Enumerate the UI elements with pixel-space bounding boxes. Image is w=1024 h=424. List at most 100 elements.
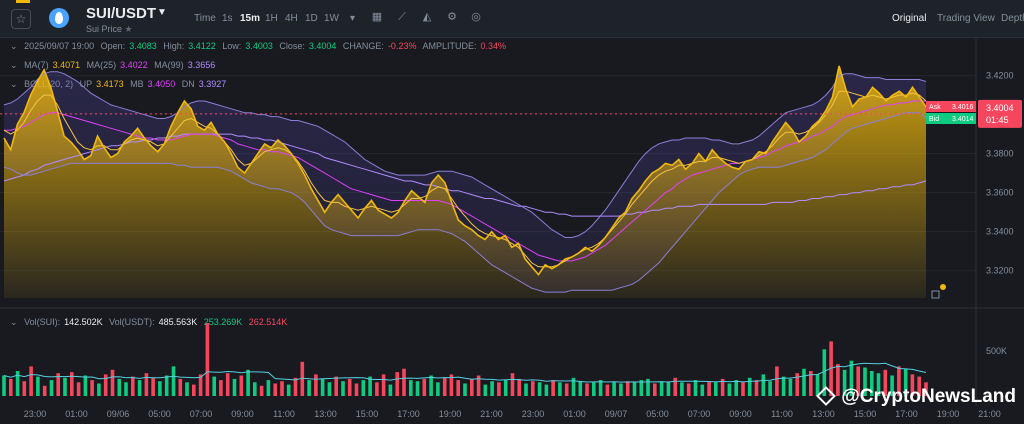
volume-bar <box>781 376 786 396</box>
volume-bar <box>802 368 806 396</box>
volume-bar <box>517 378 521 396</box>
view-depth[interactable]: Depth <box>1001 13 1024 24</box>
volume-bar <box>836 364 840 396</box>
volume-bar <box>273 383 277 396</box>
ohlc-high: 3.4122 <box>188 41 216 51</box>
boll-up-line <box>3 71 927 238</box>
active-indicator <box>16 0 30 3</box>
volume-bar <box>253 382 257 396</box>
volume-bar <box>83 375 88 396</box>
x-tick-label: 19:00 <box>439 409 462 419</box>
timeframe-15m[interactable]: 15m <box>240 13 261 24</box>
volume-bar <box>327 382 332 396</box>
ask-tag <box>926 101 976 112</box>
volume-bar <box>761 374 766 396</box>
volume-bar <box>436 382 440 396</box>
volume-bar <box>646 378 650 396</box>
volume-bar <box>347 378 352 396</box>
x-tick-label: 07:00 <box>190 409 213 419</box>
chevron-down-icon[interactable]: ▼ <box>157 7 167 18</box>
line-chart-icon[interactable]: ⟋ <box>398 11 406 23</box>
ma-legend: ⌄ MA(7) 3.4071 MA(25) 3.4022 MA(99) 3.3656 <box>10 60 216 70</box>
x-tick-label: 05:00 <box>148 409 171 419</box>
volume-bar <box>666 382 671 396</box>
x-tick-label: 09/07 <box>605 409 628 419</box>
volume-bar <box>747 377 752 396</box>
volume-bar <box>124 382 128 396</box>
vol-sui-value: 142.502K <box>64 317 103 327</box>
volume-bar <box>924 382 928 396</box>
x-tick-label: 23:00 <box>24 409 47 419</box>
volume-bar <box>625 381 630 396</box>
volume-bar <box>56 373 60 396</box>
vol-buy-value: 253.269K <box>203 317 243 327</box>
indicator-icon[interactable]: ◎ <box>471 11 481 23</box>
last-price-tag <box>978 99 1022 128</box>
volume-bar <box>741 382 745 396</box>
timeframe-1d[interactable]: 1D <box>305 13 318 24</box>
y-tick-label: 3.3200 <box>986 266 1014 276</box>
volume-bar <box>171 366 176 396</box>
volume-bar <box>531 381 535 396</box>
timeframe-1w[interactable]: 1W <box>324 13 339 24</box>
timeframe-1s[interactable]: 1s <box>222 13 233 24</box>
watermark-logo-icon <box>816 386 837 406</box>
ohlc-legend: ⌄ 2025/09/07 19:00 Open: 3.4083 High: 3.41… <box>10 41 507 51</box>
volume-bar <box>354 383 359 396</box>
x-tick-label: 09:00 <box>729 409 752 419</box>
x-tick-label: 09/06 <box>107 409 130 419</box>
volume-bar <box>537 382 542 396</box>
volume-bar <box>361 380 366 396</box>
volume-bar <box>463 383 467 396</box>
volume-bar <box>768 381 772 396</box>
ohlc-date: 2025/09/07 19:00 <box>24 41 95 51</box>
volume-bar <box>314 374 318 396</box>
volume-bars <box>2 323 928 396</box>
x-tick-label: 07:00 <box>688 409 711 419</box>
pair-title[interactable]: SUI/USDT <box>86 5 157 22</box>
volume-bar <box>903 368 908 396</box>
volume-bar <box>870 371 874 396</box>
area-chart-icon[interactable]: ◭ <box>422 11 432 23</box>
volume-bar <box>137 380 142 396</box>
calendar-icon[interactable]: ▦ <box>371 11 383 23</box>
timeframe-1h[interactable]: 1H <box>265 13 278 24</box>
x-tick-label: 21:00 <box>978 409 1001 419</box>
x-tick-label: 13:00 <box>314 409 337 419</box>
vol-caret-icon: ⌄ <box>10 317 18 327</box>
volume-bar <box>409 380 413 396</box>
volume-bar <box>809 371 813 396</box>
volume-bar <box>212 376 216 396</box>
timeframe-4h[interactable]: 4H <box>285 13 298 24</box>
volume-bar <box>110 369 115 396</box>
ohlc-open: 3.4083 <box>129 41 157 51</box>
volume-bar <box>653 383 657 396</box>
star-icon[interactable]: ☆ <box>11 9 31 29</box>
volume-bar <box>259 385 264 396</box>
view-original[interactable]: Original <box>892 13 927 24</box>
more-timeframes-icon[interactable]: ▾ <box>350 13 356 24</box>
volume-bar <box>564 383 569 396</box>
volume-bar <box>307 380 311 396</box>
ma7-value: 3.4071 <box>52 60 81 70</box>
volume-bar <box>917 376 921 396</box>
view-trading-view[interactable]: Trading View <box>937 13 995 24</box>
y-tick-label: 3.3800 <box>986 149 1014 159</box>
countdown-label: 01:45 <box>986 115 1009 125</box>
volume-bar <box>503 380 508 396</box>
volume-bar <box>205 323 210 396</box>
volume-bar <box>131 376 135 396</box>
ohlc-low: 3.4003 <box>245 41 273 51</box>
ma99-value: 3.3656 <box>187 60 216 70</box>
x-tick-label: 11:00 <box>771 409 793 419</box>
volume-bar <box>442 377 447 396</box>
settings-icon[interactable]: ⚙ <box>447 11 457 23</box>
volume-bar <box>490 381 494 396</box>
clipboard-icon <box>931 290 940 299</box>
ma7-line <box>3 90 927 268</box>
volume-bar <box>673 377 677 396</box>
volume-bar <box>619 383 623 396</box>
volume-bar <box>558 382 562 396</box>
timeframe-time[interactable]: Time <box>194 13 216 24</box>
